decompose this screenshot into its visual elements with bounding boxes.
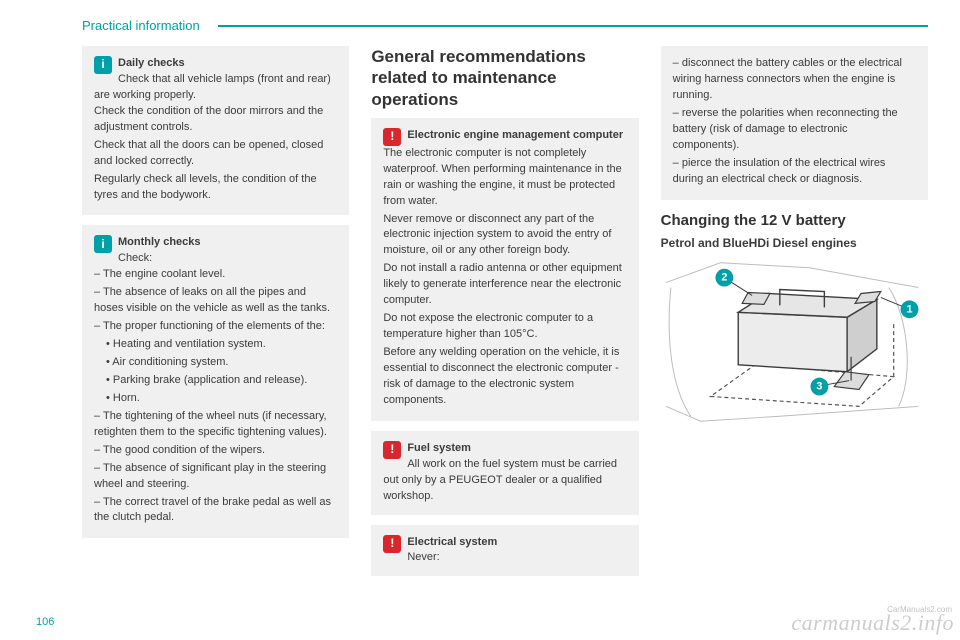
monthly-subitem: • Horn. bbox=[106, 391, 337, 407]
column-1: i Daily checks Check that all vehicle la… bbox=[82, 46, 349, 600]
callout-1: 1 bbox=[906, 303, 912, 315]
electrical-never-box: – disconnect the battery cables or the e… bbox=[661, 46, 928, 200]
page: Practical information i Daily checks Che… bbox=[0, 0, 960, 640]
callout-3: 3 bbox=[816, 380, 822, 392]
electronic-computer-line: Before any welding operation on the vehi… bbox=[383, 345, 626, 409]
daily-checks-line: Check the condition of the door mirrors … bbox=[94, 104, 337, 136]
electronic-computer-line: Do not expose the electronic computer to… bbox=[383, 311, 626, 343]
monthly-checks-box: i Monthly checks Check: – The engine coo… bbox=[82, 225, 349, 538]
daily-checks-box: i Daily checks Check that all vehicle la… bbox=[82, 46, 349, 215]
info-icon: i bbox=[94, 235, 112, 253]
monthly-item: – The correct travel of the brake pedal … bbox=[94, 495, 337, 527]
watermark-main: carmanuals2.info bbox=[791, 610, 954, 636]
electronic-computer-line: The electronic computer is not completel… bbox=[383, 146, 626, 210]
monthly-item: – The engine coolant level. bbox=[94, 267, 337, 283]
fuel-system-body: All work on the fuel system must be carr… bbox=[383, 458, 617, 502]
electronic-computer-heading: Electronic engine management computer bbox=[407, 129, 623, 141]
fuel-system-heading: Fuel system bbox=[407, 442, 471, 454]
electrical-system-body: Never: bbox=[407, 551, 439, 563]
monthly-item: – The absence of significant play in the… bbox=[94, 461, 337, 493]
column-3: – disconnect the battery cables or the e… bbox=[661, 46, 928, 600]
general-recommendations-heading: General recommendations related to maint… bbox=[371, 46, 638, 110]
electronic-computer-box: ! Electronic engine management computer … bbox=[371, 118, 638, 421]
header-rule bbox=[218, 25, 928, 27]
page-header: Practical information bbox=[82, 18, 928, 33]
monthly-subitems: • Heating and ventilation system. • Air … bbox=[94, 337, 337, 407]
monthly-item: – The good condition of the wipers. bbox=[94, 443, 337, 459]
section-title: Practical information bbox=[82, 18, 200, 33]
monthly-item: – The tightening of the wheel nuts (if n… bbox=[94, 409, 337, 441]
electronic-computer-line: Never remove or disconnect any part of t… bbox=[383, 212, 626, 260]
electrical-never-item: – disconnect the battery cables or the e… bbox=[673, 56, 916, 104]
battery-figure: 1 2 3 bbox=[661, 257, 928, 427]
content-columns: i Daily checks Check that all vehicle la… bbox=[82, 46, 928, 600]
daily-checks-heading: Daily checks bbox=[118, 57, 185, 69]
page-number: 106 bbox=[36, 616, 54, 628]
callout-2: 2 bbox=[721, 271, 727, 283]
fuel-system-box: ! Fuel system All work on the fuel syste… bbox=[371, 431, 638, 515]
warning-icon: ! bbox=[383, 535, 401, 553]
monthly-checks-heading: Monthly checks bbox=[118, 236, 201, 248]
monthly-item: – The absence of leaks on all the pipes … bbox=[94, 285, 337, 317]
daily-checks-line: Check that all vehicle lamps (front and … bbox=[94, 73, 331, 101]
electrical-system-heading: Electrical system bbox=[407, 536, 497, 548]
electrical-system-box: ! Electrical system Never: bbox=[371, 525, 638, 577]
monthly-subitem: • Heating and ventilation system. bbox=[106, 337, 337, 353]
warning-icon: ! bbox=[383, 128, 401, 146]
electrical-never-item: – pierce the insulation of the electrica… bbox=[673, 156, 916, 188]
daily-checks-line: Check that all the doors can be opened, … bbox=[94, 138, 337, 170]
daily-checks-line: Regularly check all levels, the conditio… bbox=[94, 172, 337, 204]
column-2: General recommendations related to maint… bbox=[371, 46, 638, 600]
electronic-computer-line: Do not install a radio antenna or other … bbox=[383, 261, 626, 309]
monthly-item: – The proper functioning of the elements… bbox=[94, 319, 337, 335]
battery-svg: 1 2 3 bbox=[661, 257, 928, 427]
info-icon: i bbox=[94, 56, 112, 74]
monthly-subitem: • Parking brake (application and release… bbox=[106, 373, 337, 389]
monthly-subitem: • Air conditioning system. bbox=[106, 355, 337, 371]
changing-battery-heading: Changing the 12 V battery bbox=[661, 210, 928, 232]
warning-icon: ! bbox=[383, 441, 401, 459]
electrical-never-item: – reverse the polarities when reconnecti… bbox=[673, 106, 916, 154]
engines-subheading: Petrol and BlueHDi Diesel engines bbox=[661, 235, 928, 252]
monthly-checks-lead: Check: bbox=[118, 252, 152, 264]
